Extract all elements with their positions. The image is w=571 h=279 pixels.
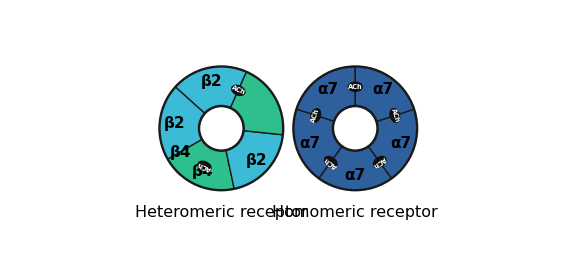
Text: α7: α7 [390, 136, 411, 151]
Circle shape [200, 107, 243, 150]
Ellipse shape [373, 156, 387, 168]
Text: β2: β2 [200, 74, 222, 89]
Wedge shape [160, 87, 205, 159]
Text: α7: α7 [345, 168, 366, 183]
Text: β4: β4 [170, 145, 191, 160]
Ellipse shape [310, 108, 321, 123]
Text: ACh: ACh [311, 108, 321, 123]
Text: β2: β2 [246, 153, 267, 168]
Wedge shape [294, 109, 343, 178]
Wedge shape [297, 67, 355, 122]
Text: α7: α7 [373, 82, 394, 97]
Text: Homomeric receptor: Homomeric receptor [272, 205, 438, 220]
Ellipse shape [324, 156, 338, 168]
Ellipse shape [231, 85, 246, 96]
Text: ACh: ACh [230, 85, 246, 96]
Wedge shape [319, 146, 391, 190]
Wedge shape [226, 131, 283, 188]
Text: α7: α7 [300, 136, 321, 151]
Ellipse shape [389, 108, 400, 123]
Wedge shape [368, 109, 417, 178]
Circle shape [333, 107, 377, 150]
Text: Heteromeric receptor: Heteromeric receptor [135, 205, 308, 220]
Circle shape [292, 65, 419, 191]
Ellipse shape [197, 160, 212, 172]
Text: β4: β4 [191, 164, 213, 179]
Wedge shape [176, 67, 246, 114]
Wedge shape [168, 139, 234, 190]
Text: ACh: ACh [196, 161, 212, 172]
Ellipse shape [348, 81, 363, 92]
Wedge shape [355, 67, 413, 122]
Text: ACh: ACh [389, 108, 400, 123]
Text: β2: β2 [163, 116, 185, 131]
Circle shape [158, 65, 284, 191]
Text: ACh: ACh [372, 155, 387, 169]
Wedge shape [230, 72, 283, 135]
Text: α7: α7 [317, 82, 338, 97]
Text: ACh: ACh [348, 84, 363, 90]
Text: ACh: ACh [323, 155, 339, 169]
